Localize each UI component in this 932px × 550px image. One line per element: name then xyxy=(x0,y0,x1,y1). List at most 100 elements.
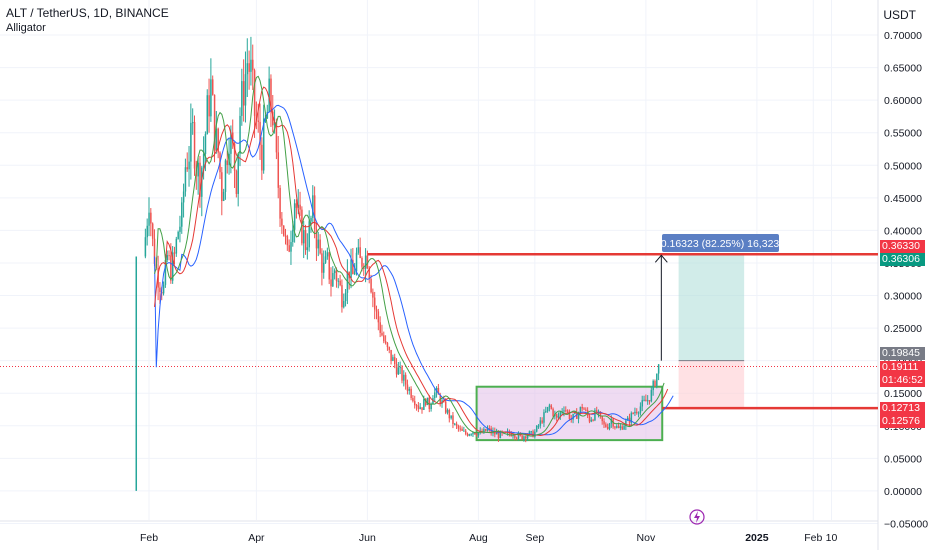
candle-body xyxy=(166,255,168,261)
candle-body xyxy=(272,111,274,126)
candle-body xyxy=(210,79,212,117)
price-tag: 0.12713 xyxy=(880,402,925,415)
candle-body xyxy=(312,195,314,218)
x-tick-label: 2025 xyxy=(745,532,769,544)
candle-body xyxy=(288,245,290,252)
candle-body xyxy=(383,335,385,342)
candle-body xyxy=(197,162,199,177)
candle-body xyxy=(399,367,401,369)
candle-body xyxy=(215,128,218,151)
candle-body xyxy=(193,122,196,169)
candle-body xyxy=(588,415,591,422)
candle-body xyxy=(188,161,190,170)
indicator-label[interactable]: Alligator xyxy=(6,22,46,34)
candle-body xyxy=(412,398,414,402)
candle-body xyxy=(164,260,167,285)
candle-body xyxy=(237,153,239,194)
candle-body xyxy=(366,255,369,269)
candle-body xyxy=(404,374,407,385)
candle-body xyxy=(426,397,429,406)
candle-body xyxy=(326,252,329,257)
y-tick-label: 0.70000 xyxy=(884,30,922,42)
candle-body xyxy=(606,426,609,429)
candle-body xyxy=(514,435,516,438)
candle-body xyxy=(368,268,371,279)
candle-body xyxy=(583,408,585,410)
candle-body xyxy=(179,226,181,232)
candle-body xyxy=(292,229,294,243)
candle-body xyxy=(162,284,165,294)
candle-body xyxy=(643,399,645,401)
candle-body xyxy=(303,230,305,244)
candle-body xyxy=(472,432,474,435)
price-tag: 0.36306 xyxy=(880,253,925,266)
candle-body xyxy=(321,253,323,273)
candle-body xyxy=(293,203,296,230)
candle-body xyxy=(566,410,569,412)
candle-body xyxy=(521,435,523,440)
y-tick-label: 0.05000 xyxy=(884,453,922,465)
candle-body xyxy=(175,238,178,254)
candle-body xyxy=(379,322,381,333)
candle-body xyxy=(268,78,270,112)
candle-body xyxy=(461,428,463,431)
candle-body xyxy=(470,434,472,436)
candle-body xyxy=(656,373,658,386)
candle-body xyxy=(186,167,189,170)
candle-body xyxy=(419,407,421,409)
candle-body xyxy=(266,111,269,119)
candle-body xyxy=(601,415,603,422)
candle-body xyxy=(517,433,520,439)
candle-body xyxy=(630,413,633,423)
candle-body xyxy=(182,191,185,203)
candle-body xyxy=(545,411,547,413)
candle-body xyxy=(495,432,498,435)
candle-body xyxy=(537,425,540,427)
x-tick-label: Feb xyxy=(804,532,822,544)
x-tick-label: Aug xyxy=(469,532,488,544)
candle-body xyxy=(608,423,611,429)
candle-body xyxy=(530,431,532,433)
candle-body xyxy=(415,405,418,407)
candle-body xyxy=(463,430,465,432)
candle-body xyxy=(279,187,281,219)
candle-body xyxy=(390,349,392,361)
candle-body xyxy=(525,436,527,439)
alligator-jaw xyxy=(154,104,674,436)
candle-body xyxy=(488,427,491,429)
candle-body xyxy=(170,255,172,281)
candle-body xyxy=(645,399,647,402)
candle-body xyxy=(568,411,571,419)
candle-body xyxy=(208,95,210,117)
candle-body xyxy=(146,225,148,238)
symbol-title[interactable]: ALT / TetherUS, 1D, BINANCE xyxy=(6,6,169,20)
candle-body xyxy=(446,409,449,413)
lightning-icon xyxy=(689,509,705,525)
candle-body xyxy=(632,413,634,415)
candle-body xyxy=(543,412,545,423)
candle-body xyxy=(372,292,374,298)
candle-body xyxy=(259,121,261,145)
candle-body xyxy=(639,406,642,413)
candle-body xyxy=(239,115,241,154)
candle-body xyxy=(363,266,365,269)
x-tick-label: Sep xyxy=(525,532,544,544)
candle-body xyxy=(381,332,383,336)
candle-body xyxy=(335,270,338,281)
candle-body xyxy=(242,81,245,106)
candle-body xyxy=(230,132,232,154)
candle-body xyxy=(557,415,560,418)
candle-body xyxy=(190,122,192,162)
candle-body xyxy=(173,252,176,254)
candle-body xyxy=(246,63,249,75)
y-tick-label: 0.45000 xyxy=(884,193,922,205)
candle-body xyxy=(459,428,462,430)
candle-body xyxy=(394,357,396,364)
candle-body xyxy=(614,426,616,428)
price-tag: 0.12576 xyxy=(880,415,925,428)
candle-body xyxy=(596,410,598,413)
candle-body xyxy=(403,374,405,381)
candle-body xyxy=(397,367,400,375)
candle-body xyxy=(344,292,347,302)
